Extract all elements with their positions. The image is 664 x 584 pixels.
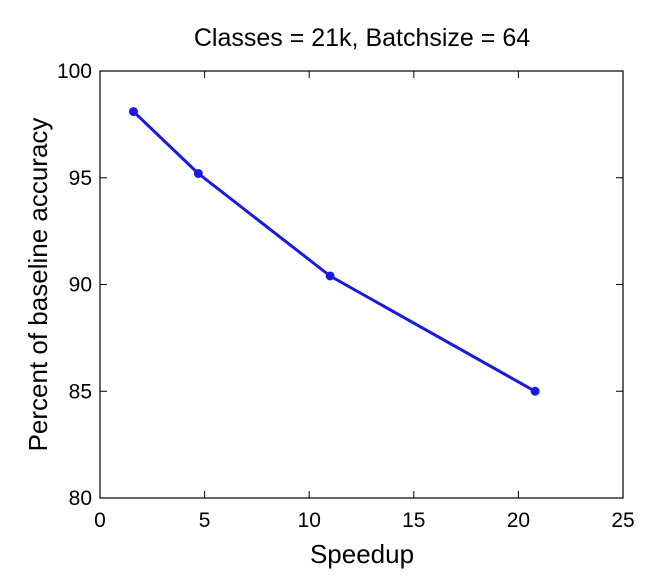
- y-tick-label: 100: [57, 60, 92, 83]
- data-point: [530, 386, 540, 396]
- y-tick-label: 85: [69, 380, 92, 403]
- y-tick-label: 95: [69, 167, 92, 190]
- chart-title: Classes = 21k, Batchsize = 64: [194, 24, 530, 52]
- x-axis-label: Speedup: [310, 539, 414, 569]
- axis-ticks: [99, 70, 624, 499]
- x-tick-label: 20: [507, 509, 530, 532]
- series-line: [132, 110, 537, 393]
- x-tick-label: 5: [199, 509, 211, 532]
- y-axis-label: Percent of baseline accuracy: [23, 118, 53, 452]
- x-tick-label: 25: [611, 509, 634, 532]
- plot-area-frame: [99, 70, 624, 499]
- data-point: [193, 168, 203, 178]
- data-point: [325, 271, 335, 281]
- data-point: [128, 107, 138, 117]
- y-tick-label: 90: [69, 274, 92, 297]
- y-tick-label: 80: [69, 487, 92, 510]
- x-tick-label: 10: [298, 509, 321, 532]
- x-tick-label: 0: [94, 509, 106, 532]
- x-tick-label: 15: [402, 509, 425, 532]
- data-series: [128, 107, 540, 396]
- axis-tick-labels: 0 5 10 15 20 25 80 85 90 95 100: [57, 60, 635, 532]
